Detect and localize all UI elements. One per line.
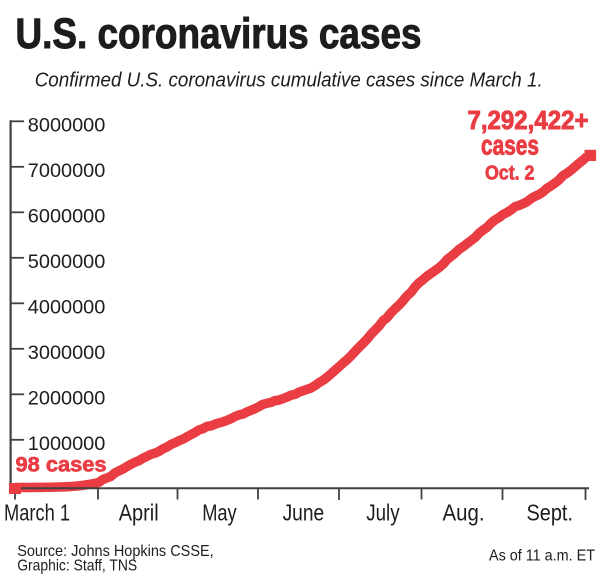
svg-text:Source: Johns Hopkins CSSE,: Source: Johns Hopkins CSSE, (17, 543, 214, 560)
svg-text:Oct. 2: Oct. 2 (485, 163, 535, 185)
svg-text:1000000: 1000000 (28, 433, 106, 455)
svg-text:7,292,422+: 7,292,422+ (468, 105, 589, 135)
svg-text:March 1: March 1 (4, 500, 70, 526)
svg-text:8000000: 8000000 (28, 114, 106, 136)
svg-text:6000000: 6000000 (28, 205, 106, 227)
svg-text:7000000: 7000000 (28, 160, 106, 182)
svg-text:2000000: 2000000 (28, 387, 106, 409)
svg-text:5000000: 5000000 (28, 251, 106, 273)
svg-text:U.S. coronavirus cases: U.S. coronavirus cases (16, 10, 422, 58)
svg-text:Graphic: Staff, TNS: Graphic: Staff, TNS (17, 558, 137, 575)
svg-text:98 cases: 98 cases (16, 452, 107, 476)
svg-text:July: July (366, 500, 400, 526)
svg-text:3000000: 3000000 (28, 342, 106, 364)
svg-text:Aug.: Aug. (443, 500, 485, 526)
svg-text:cases: cases (481, 129, 539, 160)
svg-text:April: April (119, 500, 159, 526)
svg-text:Confirmed U.S. coronavirus cum: Confirmed U.S. coronavirus cumulative ca… (35, 69, 543, 92)
svg-text:May: May (202, 500, 237, 526)
svg-text:As of 11 a.m. ET: As of 11 a.m. ET (489, 548, 595, 565)
svg-text:June: June (283, 500, 325, 526)
svg-text:4000000: 4000000 (28, 296, 106, 318)
svg-text:Sept.: Sept. (527, 500, 574, 526)
